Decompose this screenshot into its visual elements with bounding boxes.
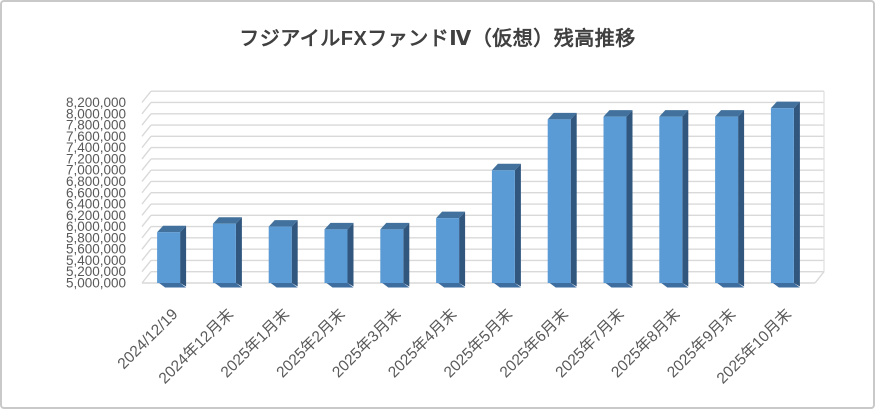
bar-side-face bbox=[291, 220, 298, 287]
floor-right-edge bbox=[814, 271, 825, 284]
left-wall-gridline bbox=[141, 237, 152, 250]
bar-front-face bbox=[212, 223, 236, 283]
y-tick-label: 7,200,000 bbox=[66, 151, 126, 166]
bar-top-face bbox=[659, 110, 689, 117]
bar bbox=[157, 225, 187, 288]
left-wall-gridline bbox=[141, 158, 152, 171]
bar-front-face bbox=[491, 170, 515, 283]
left-wall-gridline bbox=[141, 271, 152, 284]
y-tick-label: 8,000,000 bbox=[66, 106, 126, 121]
bar-bottom-shadow bbox=[438, 283, 466, 288]
left-wall-gridline bbox=[141, 90, 152, 103]
bar-top-face bbox=[157, 225, 187, 233]
y-tick-label: 6,600,000 bbox=[66, 185, 126, 200]
y-tick-label: 6,400,000 bbox=[66, 197, 126, 212]
y-tick-label: 6,800,000 bbox=[66, 174, 126, 189]
y-tick-label: 6,000,000 bbox=[66, 219, 126, 234]
y-tick-label: 5,200,000 bbox=[66, 264, 126, 279]
bar-top-face bbox=[491, 163, 521, 171]
y-tick-label: 5,400,000 bbox=[66, 253, 126, 268]
bar-bottom-shadow bbox=[772, 283, 800, 288]
left-wall-gridline bbox=[141, 135, 152, 149]
bar-front-face bbox=[436, 218, 460, 283]
left-wall-gridline bbox=[141, 226, 152, 239]
bar-side-face bbox=[626, 110, 633, 287]
bar-top-face bbox=[268, 220, 298, 227]
left-wall-gridline bbox=[141, 113, 152, 126]
y-tick-label: 5,600,000 bbox=[66, 242, 126, 257]
bar-front-face bbox=[770, 108, 794, 283]
left-wall-gridline bbox=[141, 169, 152, 182]
bar-front-face bbox=[603, 116, 627, 283]
bar-top-face bbox=[715, 110, 745, 117]
bar-front-face bbox=[659, 116, 683, 283]
bar bbox=[715, 110, 745, 288]
bar-front-face bbox=[380, 229, 404, 283]
bar-front-face bbox=[157, 232, 181, 283]
bar bbox=[603, 110, 633, 288]
bar-front-face bbox=[324, 229, 348, 283]
left-wall-gridline bbox=[141, 259, 152, 273]
bar-bottom-shadow bbox=[605, 283, 633, 288]
bar-side-face bbox=[793, 101, 800, 287]
left-wall-gridline bbox=[141, 147, 152, 160]
bar-side-face bbox=[235, 217, 242, 287]
bar-side-face bbox=[403, 222, 410, 287]
bar bbox=[659, 110, 689, 288]
bar bbox=[268, 220, 298, 288]
left-wall-gridline bbox=[141, 192, 152, 205]
bar-side-face bbox=[347, 222, 354, 287]
left-wall-gridline bbox=[141, 214, 152, 228]
left-wall-gridline bbox=[141, 181, 152, 194]
chart-title: フジアイルFXファンドⅣ（仮想）残高推移 bbox=[239, 28, 636, 50]
bar bbox=[380, 222, 410, 288]
bar-side-face bbox=[570, 112, 577, 287]
bar-top-face bbox=[380, 222, 410, 230]
bar-side-face bbox=[180, 225, 187, 287]
y-tick-label: 8,200,000 bbox=[66, 95, 126, 110]
bar-front-face bbox=[715, 116, 739, 283]
bar-front-face bbox=[268, 226, 292, 283]
y-tick-label: 6,200,000 bbox=[66, 208, 126, 223]
bar-side-face bbox=[459, 211, 466, 287]
bar-side-face bbox=[738, 110, 745, 287]
bar-bottom-shadow bbox=[270, 283, 298, 288]
y-tick-label: 7,400,000 bbox=[66, 140, 126, 155]
bar-front-face bbox=[547, 119, 571, 283]
bar-bottom-shadow bbox=[493, 283, 521, 288]
bar-side-face bbox=[514, 163, 521, 287]
bar-bottom-shadow bbox=[549, 283, 577, 288]
left-wall-gridline bbox=[141, 124, 152, 137]
y-tick-label: 5,000,000 bbox=[66, 276, 126, 291]
bar-bottom-shadow bbox=[326, 283, 354, 288]
bar bbox=[436, 211, 466, 288]
y-tick-label: 7,000,000 bbox=[66, 163, 126, 178]
bar-top-face bbox=[770, 101, 800, 109]
y-tick-label: 7,600,000 bbox=[66, 129, 126, 144]
bar-top-face bbox=[436, 211, 466, 219]
bar bbox=[547, 112, 577, 288]
bar-bottom-shadow bbox=[661, 283, 689, 288]
bar-top-face bbox=[603, 110, 633, 117]
bar bbox=[212, 217, 242, 288]
bar-top-face bbox=[324, 222, 354, 230]
bar-top-face bbox=[212, 217, 242, 224]
bar-bottom-shadow bbox=[159, 283, 187, 288]
chart-plot-area: 8,200,0008,000,0007,800,0007,600,0007,40… bbox=[66, 90, 825, 387]
bar-bottom-shadow bbox=[214, 283, 242, 288]
bar-bottom-shadow bbox=[717, 283, 745, 288]
bar-bottom-shadow bbox=[382, 283, 410, 288]
bar bbox=[770, 101, 800, 288]
y-tick-label: 7,800,000 bbox=[66, 118, 126, 133]
left-wall-gridline bbox=[141, 248, 152, 261]
y-tick-label: 5,800,000 bbox=[66, 230, 126, 245]
bar bbox=[324, 222, 354, 288]
bar-side-face bbox=[682, 110, 689, 287]
bar bbox=[491, 163, 521, 288]
left-wall-gridline bbox=[141, 203, 152, 216]
left-wall-gridline bbox=[141, 102, 152, 115]
bar-top-face bbox=[547, 112, 577, 120]
